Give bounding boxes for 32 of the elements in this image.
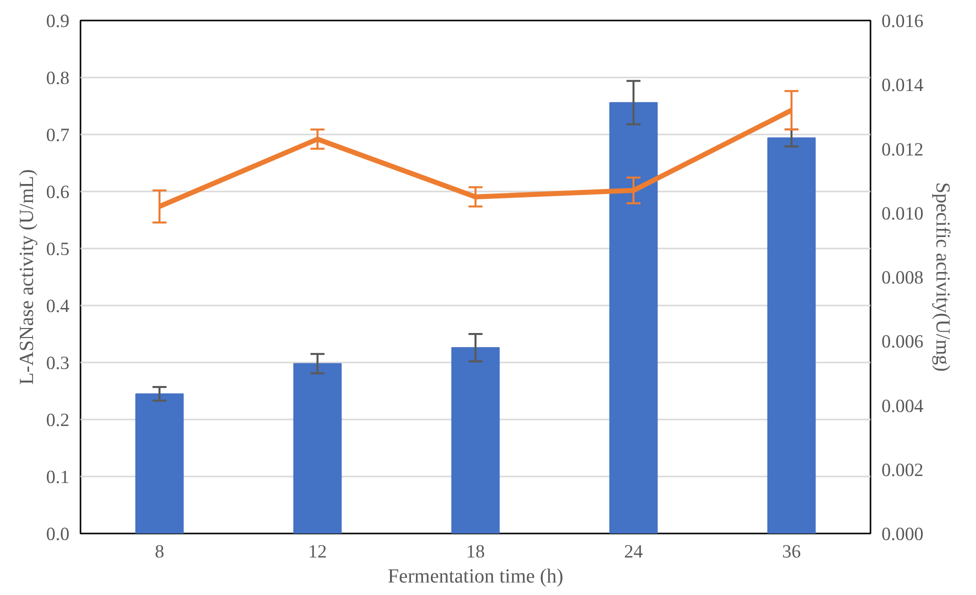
bar [135, 393, 184, 534]
y2-tick-label: 0.012 [882, 139, 924, 160]
bar [451, 347, 500, 534]
y2-tick-label: 0.014 [882, 75, 924, 96]
x-tick-label: 8 [154, 542, 164, 562]
y-tick-label: 0.8 [46, 68, 70, 89]
bar [293, 363, 342, 534]
bar [609, 102, 658, 534]
y-tick-label: 0.5 [46, 239, 70, 260]
x-axis-title: Fermentation time (h) [388, 566, 564, 588]
y-tick-label: 0.4 [46, 296, 70, 317]
y2-tick-label: 0.004 [882, 396, 924, 417]
bar [767, 137, 816, 534]
y2-tick-label: 0.010 [882, 203, 924, 224]
y2-tick-label: 0.016 [882, 11, 924, 32]
y-tick-label: 0.1 [46, 467, 70, 488]
x-tick-label: 18 [466, 542, 485, 562]
x-tick-label: 36 [782, 542, 801, 562]
y2-tick-label: 0.002 [882, 460, 924, 481]
x-tick-label: 24 [624, 542, 644, 562]
y-tick-label: 0.7 [46, 125, 70, 146]
y2-axis-title: Specific activity(U/mg) [931, 182, 954, 372]
x-tick-label: 12 [308, 542, 327, 562]
y-tick-label: 0.0 [46, 524, 70, 545]
y2-tick-label: 0.006 [882, 332, 924, 353]
y2-tick-label: 0.000 [882, 524, 924, 545]
y-tick-label: 0.2 [46, 410, 70, 431]
y-tick-label: 0.6 [46, 182, 70, 203]
y-axis-title: L-ASNase activity (U/mL) [16, 169, 38, 385]
y2-tick-label: 0.008 [882, 268, 924, 288]
y-tick-label: 0.3 [46, 353, 70, 374]
y-tick-label: 0.9 [46, 11, 70, 32]
